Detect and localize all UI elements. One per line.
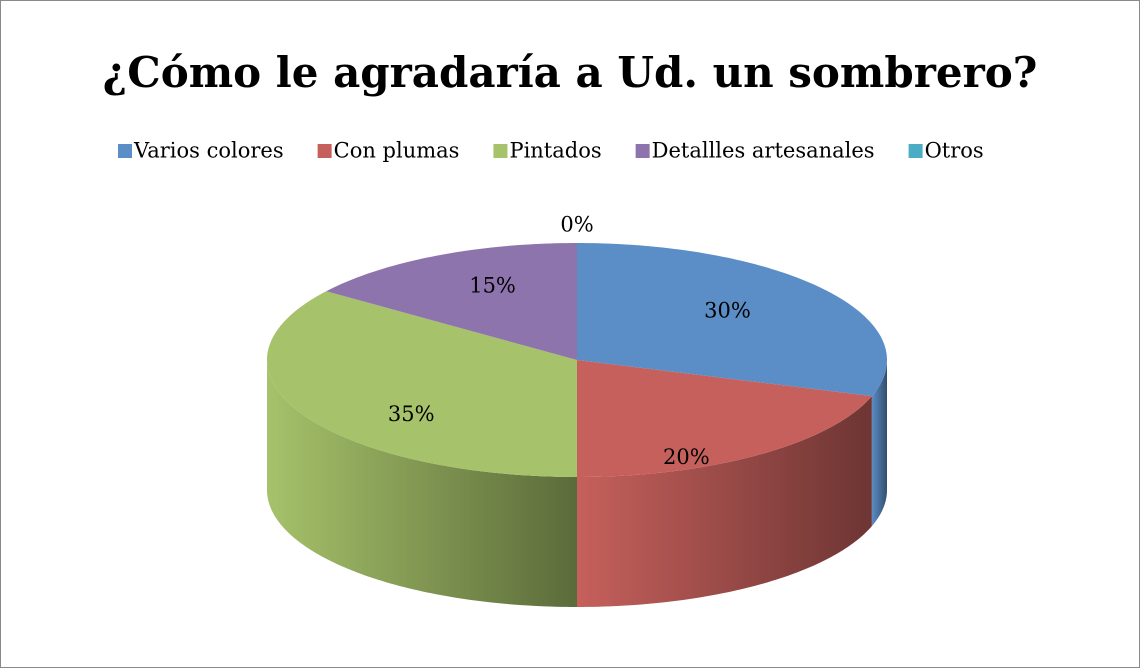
legend-swatch	[118, 144, 132, 158]
data-label: 35%	[388, 402, 435, 426]
slice-side	[871, 360, 887, 527]
legend-label: Con plumas	[334, 139, 460, 163]
chart-title: ¿Cómo le agradaría a Ud. un sombrero?	[103, 48, 1038, 97]
legend-swatch	[317, 144, 332, 158]
legend-swatch	[908, 144, 923, 158]
slice	[577, 243, 887, 397]
slice	[577, 360, 872, 477]
legend-label: Otros	[925, 139, 984, 163]
slice-side	[267, 360, 577, 607]
slice-side	[577, 396, 872, 607]
data-label: 30%	[704, 298, 751, 322]
legend-label: Pintados	[509, 139, 601, 163]
legend-swatch	[635, 144, 650, 158]
slice	[267, 291, 577, 477]
data-label: 0%	[560, 213, 593, 237]
data-label: 20%	[663, 445, 710, 469]
legend-label: Detallles artesanales	[652, 139, 875, 163]
slice	[326, 243, 577, 360]
legend-swatch	[493, 144, 508, 158]
data-label: 15%	[469, 274, 516, 298]
legend-label: Varios colores	[133, 139, 284, 163]
